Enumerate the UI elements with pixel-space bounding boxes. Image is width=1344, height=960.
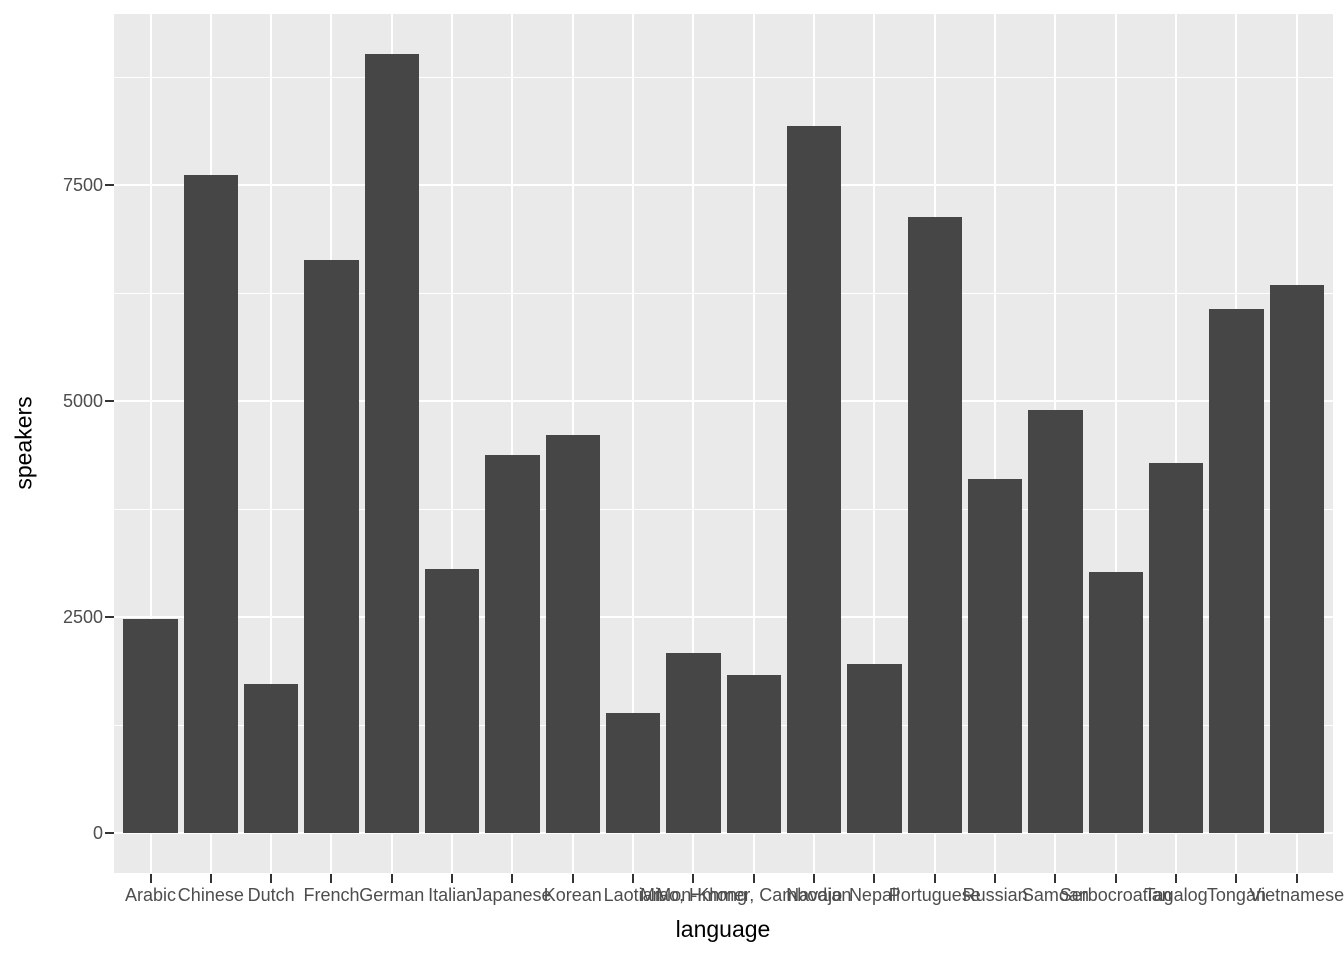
x-tick-label: Vietnamese [1249, 885, 1344, 905]
major-gridline [114, 832, 1333, 834]
x-tick-mark [933, 874, 936, 883]
y-tick-mark [105, 400, 114, 402]
y-tick-label: 7500 [62, 175, 103, 195]
minor-gridline [114, 76, 1333, 78]
bar-dutch [244, 683, 299, 833]
x-tick-mark [752, 874, 755, 883]
category-gridline [692, 14, 695, 873]
y-tick-label: 5000 [62, 391, 103, 411]
bar-japanese [485, 455, 540, 833]
x-tick-label: Arabic [124, 885, 177, 905]
category-gridline [1175, 14, 1178, 873]
bar-korean [545, 434, 600, 833]
category-gridline [994, 14, 997, 873]
x-tick-label: Portuguese [888, 885, 981, 905]
y-tick-mark [105, 184, 114, 186]
bar-french [304, 260, 359, 833]
bar-laotian [605, 712, 661, 833]
x-axis-title: language [675, 916, 771, 942]
major-gridline [114, 184, 1333, 186]
bar-samoan [1028, 409, 1083, 833]
category-gridline [451, 14, 454, 873]
bar-serbocroatian [1088, 572, 1143, 833]
bar-chinese [183, 174, 238, 833]
x-tick-mark [813, 874, 816, 883]
x-tick-mark [451, 874, 454, 883]
x-tick-label: Japanese [473, 885, 552, 905]
x-tick-mark [1114, 874, 1117, 883]
x-tick-mark [873, 874, 876, 883]
bar-navajo [786, 126, 842, 833]
x-tick-label: Nepali [848, 885, 900, 905]
category-gridline [149, 14, 152, 873]
x-tick-mark [511, 874, 514, 883]
bar-miao-hmong [666, 653, 721, 833]
y-axis-title: speakers [10, 396, 37, 490]
x-tick-label: French [303, 885, 360, 905]
bar-tagalog [1148, 463, 1204, 833]
x-tick-label: Russian [962, 885, 1028, 905]
x-tick-label: Chinese [177, 885, 244, 905]
x-tick-mark [390, 874, 393, 883]
x-tick-label: Navajo [786, 885, 843, 905]
category-gridline [511, 14, 514, 873]
x-tick-label: German [359, 885, 425, 905]
y-tick-mark [105, 616, 114, 618]
minor-gridline [114, 292, 1333, 294]
x-tick-mark [1235, 874, 1238, 883]
category-gridline [632, 14, 635, 873]
x-tick-mark [692, 874, 695, 883]
x-tick-label: Tagalog [1144, 885, 1208, 905]
x-tick-label: Miao, Hmong [639, 885, 747, 905]
x-tick-mark [209, 874, 212, 883]
x-tick-label: Italian [428, 885, 477, 905]
x-tick-label: Laotian [603, 885, 663, 905]
bar-tongan [1209, 309, 1264, 833]
bar-arabic [123, 618, 178, 833]
x-tick-mark [1295, 874, 1298, 883]
x-tick-mark [1054, 874, 1057, 883]
x-tick-mark [1175, 874, 1178, 883]
category-gridline [873, 14, 876, 873]
bar-nepali [847, 663, 902, 833]
category-gridline [270, 14, 273, 873]
x-tick-label: Tongan [1206, 885, 1266, 905]
x-tick-mark [149, 874, 152, 883]
category-gridline [752, 14, 755, 873]
bar-portuguese [907, 216, 962, 833]
x-tick-label: Dutch [247, 885, 295, 905]
minor-gridline [114, 724, 1333, 726]
bar-german [364, 53, 419, 833]
x-tick-mark [632, 874, 635, 883]
x-tick-label: Korean [543, 885, 602, 905]
y-tick-label: 0 [92, 823, 103, 843]
plot-panel [114, 14, 1333, 873]
x-tick-label: Serbocroatian [1059, 885, 1172, 905]
bar-italian [425, 569, 480, 833]
y-tick-label: 2500 [62, 607, 103, 627]
major-gridline [114, 616, 1333, 618]
x-tick-mark [270, 874, 273, 883]
y-tick-mark [105, 832, 114, 834]
x-tick-label: Samoan [1021, 885, 1089, 905]
bar-mon-khmer-cambodian [726, 674, 781, 833]
x-tick-mark [994, 874, 997, 883]
x-tick-mark [571, 874, 574, 883]
x-tick-mark [330, 874, 333, 883]
major-gridline [114, 400, 1333, 402]
x-tick-label: Mon-Khmer, Cambodian [656, 885, 852, 905]
bar-vietnamese [1269, 285, 1324, 833]
category-gridline [1114, 14, 1117, 873]
bar-russian [967, 478, 1023, 833]
minor-gridline [114, 508, 1333, 510]
